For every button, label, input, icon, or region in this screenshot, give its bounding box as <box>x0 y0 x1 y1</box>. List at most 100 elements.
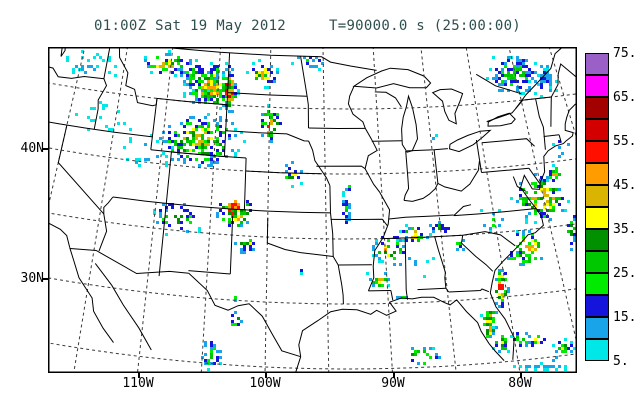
state-borders <box>433 149 439 184</box>
state-borders <box>98 213 108 252</box>
coastline <box>69 247 114 343</box>
coastline <box>298 296 505 361</box>
colorbar-segment <box>585 207 609 229</box>
state-borders <box>267 242 334 257</box>
lon-tick-mark <box>265 373 267 378</box>
state-borders <box>308 127 366 130</box>
colorbar-value-label: 25. <box>613 266 637 281</box>
state-borders <box>535 98 546 150</box>
state-borders <box>364 128 391 292</box>
state-borders <box>481 138 535 147</box>
colorbar-segment <box>585 251 609 273</box>
lon-tick-label: 90W <box>381 376 405 391</box>
state-borders <box>225 130 309 142</box>
state-borders <box>188 270 231 275</box>
lon-tick-label: 100W <box>249 376 281 391</box>
lat-tick-mark <box>42 148 48 150</box>
colorbar-segment <box>585 75 609 97</box>
coast-and-borders <box>48 47 577 373</box>
state-borders <box>223 52 231 157</box>
state-borders <box>243 157 247 210</box>
map-frame <box>48 47 577 373</box>
state-borders <box>112 196 331 214</box>
colorbar-value-label: 15. <box>613 310 637 325</box>
coastline <box>489 208 544 360</box>
state-borders <box>158 203 167 277</box>
colorbar-value-label: 5. <box>613 354 629 369</box>
colorbar-segment <box>585 273 609 295</box>
state-borders <box>171 151 247 159</box>
coastline <box>60 47 66 57</box>
coastline <box>70 248 189 275</box>
coastline <box>475 73 522 95</box>
state-borders <box>403 161 480 202</box>
state-borders <box>460 235 494 272</box>
colorbar-segment <box>585 97 609 119</box>
state-borders <box>150 98 158 150</box>
state-borders <box>329 185 331 213</box>
state-borders <box>403 150 410 201</box>
state-borders <box>448 288 490 293</box>
coastline <box>188 272 301 358</box>
lat-tick-label: 30N <box>20 271 44 286</box>
state-borders <box>404 238 408 300</box>
lon-tick-mark <box>393 373 395 378</box>
colorbar-segment <box>585 185 609 207</box>
state-borders <box>227 92 308 97</box>
coastline <box>522 92 555 101</box>
radar-echoes <box>66 50 576 371</box>
state-borders <box>266 217 269 244</box>
coastline <box>553 63 577 94</box>
state-borders <box>118 47 157 107</box>
colorbar-value-label: 65. <box>613 90 637 105</box>
state-borders <box>48 66 105 80</box>
state-borders <box>371 140 403 142</box>
state-borders <box>103 196 114 214</box>
state-borders <box>48 121 153 138</box>
state-borders <box>374 91 402 108</box>
colorbar-value-label: 35. <box>613 222 637 237</box>
coastline <box>158 47 377 71</box>
state-borders <box>347 85 366 129</box>
lon-tick-mark <box>520 373 522 378</box>
state-borders <box>388 214 454 220</box>
state-borders <box>383 234 463 240</box>
colorbar-segment <box>585 229 609 251</box>
state-borders <box>462 231 516 247</box>
state-borders <box>245 170 322 175</box>
colorbar-value-label: 45. <box>613 178 637 193</box>
lat-tick-label: 40N <box>20 141 44 156</box>
state-borders <box>332 256 339 266</box>
state-borders <box>229 215 234 275</box>
colorbar-segment <box>585 163 609 185</box>
state-borders <box>165 151 172 204</box>
state-borders <box>417 287 446 291</box>
state-borders <box>543 134 560 137</box>
colorbar-segment <box>585 339 609 361</box>
model-time-label: T=90000.0 s (25:00:00) <box>329 18 522 34</box>
coastline <box>94 263 152 351</box>
state-borders <box>475 139 482 173</box>
state-borders <box>330 218 388 226</box>
state-borders <box>481 167 529 173</box>
lon-tick-label: 80W <box>508 376 532 391</box>
state-borders <box>453 204 472 216</box>
colorbar-segment <box>585 53 609 75</box>
lon-tick-label: 110W <box>122 376 154 391</box>
lat-tick-mark <box>42 278 48 280</box>
state-borders <box>300 56 309 129</box>
colorbar-segment <box>585 295 609 317</box>
state-borders <box>308 140 331 186</box>
state-borders <box>406 148 448 152</box>
lon-tick-mark <box>138 373 140 378</box>
state-borders <box>93 78 108 130</box>
state-borders <box>316 165 366 170</box>
valid-time-label: 01:00Z Sat 19 May 2012 <box>94 18 287 34</box>
state-borders <box>453 208 537 217</box>
state-borders <box>337 264 344 305</box>
colorbar <box>585 53 609 361</box>
state-borders <box>57 124 105 215</box>
state-borders <box>390 290 394 301</box>
us-radar-map <box>48 47 577 373</box>
